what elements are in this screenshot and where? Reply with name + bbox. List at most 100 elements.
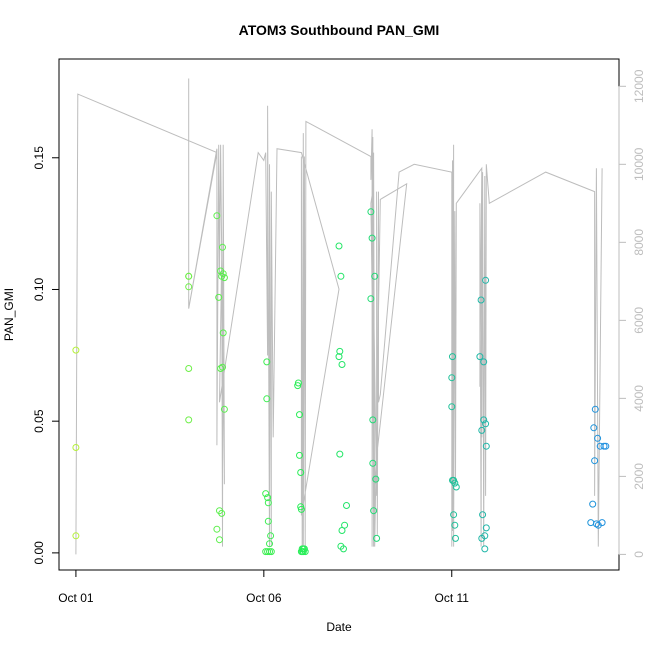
- data-point: [220, 405, 228, 413]
- data-point: [448, 374, 456, 382]
- data-point: [452, 483, 460, 491]
- data-point: [267, 532, 275, 540]
- data-point: [219, 363, 226, 371]
- data-point: [337, 272, 345, 280]
- x-tick-label: Oct 11: [435, 591, 470, 605]
- data-point: [591, 457, 599, 465]
- data-point: [336, 450, 344, 458]
- y2-tick-label: 0: [632, 551, 646, 558]
- data-point: [594, 434, 602, 442]
- x-tick-label: Oct 06: [246, 591, 282, 605]
- data-point: [213, 212, 221, 220]
- data-point: [452, 534, 459, 542]
- data-point: [479, 511, 487, 519]
- data-point: [219, 329, 227, 337]
- data-point: [477, 296, 485, 304]
- x-tick-label: Oct 01: [58, 591, 94, 605]
- pan-gmi-points-layer: [72, 208, 610, 556]
- data-point: [448, 403, 456, 411]
- data-point: [481, 545, 489, 553]
- y2-tick-label: 8000: [632, 229, 646, 256]
- data-point: [218, 509, 226, 517]
- data-point: [185, 283, 193, 291]
- data-point: [482, 276, 490, 284]
- y-tick-label: 0.00: [32, 541, 46, 565]
- data-point: [297, 469, 305, 476]
- data-point: [480, 358, 488, 366]
- altitude-line: [75, 78, 603, 555]
- data-point: [294, 379, 302, 387]
- y-tick-label: 0.05: [32, 409, 46, 433]
- data-point: [335, 353, 343, 361]
- data-point: [482, 420, 490, 428]
- data-point: [296, 411, 303, 419]
- data-point: [598, 519, 606, 527]
- data-point: [266, 540, 273, 548]
- data-point: [341, 521, 349, 529]
- x-axis-label: Date: [326, 620, 352, 634]
- data-point: [219, 243, 226, 251]
- data-point: [450, 511, 458, 519]
- data-point: [267, 548, 275, 556]
- y2-tick-label: 10000: [632, 147, 646, 181]
- data-point: [215, 293, 223, 301]
- data-point: [478, 426, 486, 434]
- data-point: [263, 358, 271, 366]
- data-point: [213, 525, 221, 533]
- data-point: [216, 536, 223, 544]
- data-point: [264, 499, 272, 507]
- data-point: [590, 424, 598, 432]
- x-axis: Oct 01 Oct 06 Oct 11: [58, 569, 470, 605]
- data-point: [72, 346, 80, 354]
- plot-frame: [58, 58, 620, 571]
- data-point: [296, 451, 303, 459]
- y2-tick-label: 6000: [632, 307, 646, 334]
- y2-tick-label: 12000: [632, 69, 646, 103]
- data-point: [482, 524, 490, 532]
- data-point: [449, 353, 456, 361]
- data-point: [482, 442, 490, 450]
- data-point: [185, 272, 193, 280]
- y-axis-left: 0.00 0.05 0.10 0.15: [32, 146, 60, 565]
- data-point: [371, 272, 379, 280]
- data-point: [185, 416, 193, 424]
- data-point: [72, 444, 80, 451]
- data-point: [370, 507, 378, 515]
- data-point: [217, 365, 225, 372]
- data-point: [481, 532, 489, 540]
- data-point: [451, 521, 459, 529]
- y2-tick-label: 2000: [632, 463, 646, 490]
- data-point: [587, 519, 595, 527]
- data-point: [264, 494, 272, 502]
- data-point: [343, 502, 350, 509]
- data-point: [368, 234, 376, 242]
- data-point: [369, 416, 377, 424]
- data-point: [369, 459, 377, 467]
- data-point: [602, 442, 610, 450]
- data-point: [220, 274, 228, 282]
- chart-title: ATOM3 Southbound PAN_GMI: [239, 22, 440, 38]
- y-axis-label: PAN_GMI: [2, 288, 16, 341]
- data-point: [185, 365, 193, 372]
- data-point: [262, 490, 270, 498]
- data-point: [480, 416, 488, 424]
- data-point: [451, 479, 459, 487]
- y-tick-label: 0.10: [32, 277, 46, 301]
- data-point: [219, 270, 227, 278]
- y-axis-right: 0 2000 4000 6000 8000 10000 12000: [618, 69, 646, 558]
- data-point: [338, 361, 346, 368]
- data-point: [340, 545, 347, 553]
- data-point: [264, 548, 272, 556]
- data-point: [372, 475, 380, 483]
- data-point: [297, 505, 305, 513]
- data-point: [264, 517, 272, 525]
- data-point: [591, 405, 599, 413]
- data-point: [476, 353, 484, 361]
- data-point: [367, 295, 375, 303]
- altitude-series-layer: [75, 78, 603, 555]
- data-point: [367, 208, 375, 216]
- data-point: [72, 532, 80, 540]
- y2-tick-label: 4000: [632, 385, 646, 412]
- data-point: [335, 242, 343, 250]
